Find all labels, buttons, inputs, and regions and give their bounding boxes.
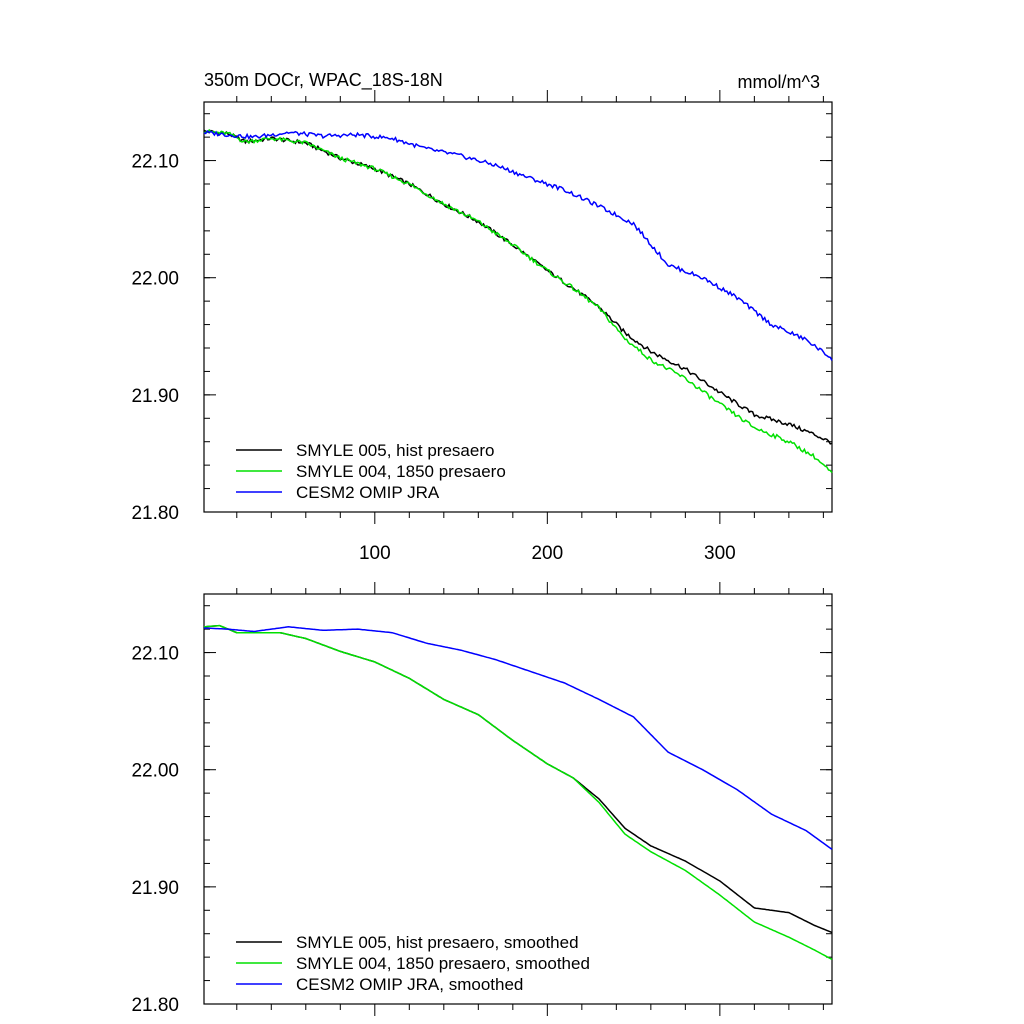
series-line bbox=[203, 624, 833, 961]
plot-frame bbox=[203, 593, 833, 1005]
plot-frame bbox=[203, 101, 833, 513]
x-tick-label: 100 bbox=[359, 543, 391, 564]
y-tick-label: 21.80 bbox=[131, 995, 179, 1016]
series-line bbox=[203, 130, 833, 361]
x-tick-label: 200 bbox=[531, 543, 563, 564]
y-tick-label: 21.90 bbox=[131, 878, 179, 899]
bottom-panel: 21.80 21.90 22.00 22.10 SMYLE 005, hist pre… bbox=[131, 582, 833, 1016]
legend-label: CESM2 OMIP JRA bbox=[296, 483, 440, 502]
y-tick-label: 22.10 bbox=[131, 644, 179, 665]
x-tick-label: 300 bbox=[704, 543, 736, 564]
series-lines bbox=[203, 128, 833, 474]
legend-label: CESM2 OMIP JRA, smoothed bbox=[296, 975, 523, 994]
top-panel: 350m DOCr, WPAC_18S-18N mmol/m^3 21.8021… bbox=[131, 70, 833, 564]
series-line bbox=[203, 129, 833, 445]
legend-label: SMYLE 004, 1850 presaero bbox=[296, 462, 506, 481]
y-tick-label: 22.00 bbox=[131, 269, 179, 290]
series-line bbox=[203, 624, 833, 934]
y-tick-label: 21.90 bbox=[131, 386, 179, 407]
series-line bbox=[203, 626, 833, 850]
legend: SMYLE 005, hist presaero SMYLE 004, 1850 … bbox=[236, 441, 506, 502]
legend-label: SMYLE 004, 1850 presaero, smoothed bbox=[296, 954, 590, 973]
units-label: mmol/m^3 bbox=[738, 72, 820, 92]
y-tick-label: 22.10 bbox=[131, 152, 179, 173]
y-tick-label: 21.80 bbox=[131, 503, 179, 524]
series-line bbox=[203, 128, 833, 474]
chart-title: 350m DOCr, WPAC_18S-18N bbox=[204, 70, 443, 91]
legend-label: SMYLE 005, hist presaero, smoothed bbox=[296, 933, 579, 952]
legend-label: SMYLE 005, hist presaero bbox=[296, 441, 494, 460]
axis-ticks: 21.80 21.90 22.00 22.10 bbox=[131, 582, 832, 1016]
y-tick-label: 22.00 bbox=[131, 761, 179, 782]
axis-ticks: 21.80 21.90 22.00 22.10 100 200 300 bbox=[131, 90, 832, 564]
series-lines bbox=[203, 624, 833, 961]
legend: SMYLE 005, hist presaero, smoothed SMYLE … bbox=[236, 933, 590, 994]
